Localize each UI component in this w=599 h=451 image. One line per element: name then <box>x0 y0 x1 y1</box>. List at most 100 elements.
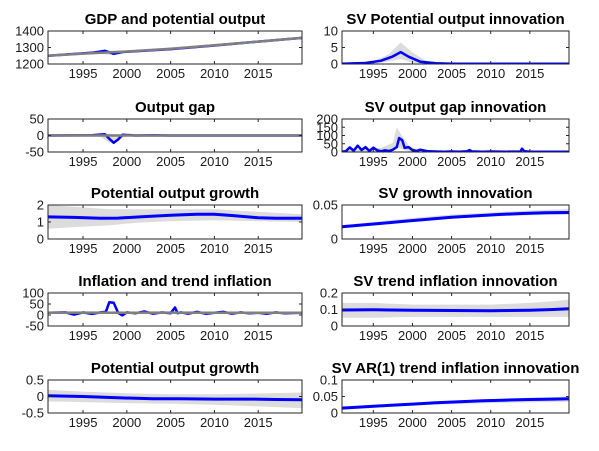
y-tick-label: 0 <box>37 389 44 404</box>
y-tick-label: -0.5 <box>22 406 44 421</box>
x-tick-label: 2000 <box>398 415 427 430</box>
x-tick-label: 2010 <box>200 415 229 430</box>
x-tick-label: 2000 <box>112 66 141 81</box>
x-tick-label: 2010 <box>200 241 229 256</box>
x-tick-label: 2000 <box>112 328 141 343</box>
axes-frame <box>341 204 570 240</box>
y-tick-label: 50 <box>30 297 44 312</box>
y-tick-label: 1 <box>37 215 44 230</box>
x-tick-label: 1995 <box>359 241 388 256</box>
x-tick-label: 2005 <box>437 154 466 169</box>
y-tick-label: 0 <box>331 406 338 421</box>
panel-title: Potential output growth <box>91 185 259 202</box>
axes-frame <box>47 292 303 327</box>
series-line-1 <box>48 212 302 220</box>
panel-title: SV Potential output innovation <box>346 11 564 28</box>
y-tick-label: -50 <box>25 145 44 160</box>
x-tick-label: 2005 <box>156 154 185 169</box>
panel-sv-ar1-trend-inflation-innovation: 1995 2000 2005 2010 2015 0 0.050.1SV AR(1) tre… <box>313 360 580 430</box>
y-tick-label: 1300 <box>15 40 44 55</box>
panel-title: Output gap <box>135 99 215 116</box>
x-tick-label: 1995 <box>359 415 388 430</box>
x-tick-label: 2010 <box>200 328 229 343</box>
x-tick-label: 2000 <box>112 154 141 169</box>
y-tick-label: 100 <box>316 128 338 143</box>
x-tick-label: 2015 <box>244 66 273 81</box>
x-tick-label: 2005 <box>156 328 185 343</box>
panel-title: SV trend inflation innovation <box>353 273 557 290</box>
panel-sv-growth-innovation: 1995 2000 2005 2010 2015 0 0.05 SV growth innov… <box>313 185 570 256</box>
panel-title: SV AR(1) trend inflation innovation <box>332 360 580 377</box>
x-tick-label: 2000 <box>398 154 427 169</box>
x-tick-label: 2000 <box>112 241 141 256</box>
y-tick-label: 50 <box>30 112 44 127</box>
y-tick-label: 0.1 <box>320 302 338 317</box>
panel-title: SV output gap innovation <box>365 99 547 116</box>
confidence-band <box>342 42 569 64</box>
confidence-band <box>342 299 569 318</box>
x-tick-label: 1995 <box>359 66 388 81</box>
series-line-1 <box>342 136 569 152</box>
x-tick-label: 2015 <box>244 415 273 430</box>
y-tick-label: 200 <box>316 112 338 127</box>
y-tick-label: 0.5 <box>26 373 44 388</box>
confidence-band <box>342 127 569 152</box>
x-tick-label: 2010 <box>200 66 229 81</box>
x-tick-label: 2005 <box>437 241 466 256</box>
y-tick-label: 1400 <box>15 24 44 39</box>
x-tick-label: 2000 <box>398 328 427 343</box>
y-tick-label: 0.05 <box>313 198 338 213</box>
confidence-band <box>48 205 302 229</box>
x-tick-label: 2015 <box>244 328 273 343</box>
panel-title: GDP and potential output <box>85 11 266 28</box>
axes-frame <box>341 30 570 65</box>
y-tick-label: 0 <box>331 145 338 160</box>
y-tick-label: 2 <box>37 198 44 213</box>
x-tick-label: 2015 <box>515 328 544 343</box>
panel-output-gap: 1995 2000 2005 2010 2015 -50 050 Output gap <box>25 99 303 169</box>
panel-potential-output-growth-2: 1995 2000 2005 2010 2015 -0.5 00.5 Potential ou… <box>22 360 303 430</box>
x-tick-label: 2015 <box>515 415 544 430</box>
y-tick-label: 50 <box>324 136 338 151</box>
x-tick-label: 1995 <box>69 415 98 430</box>
y-tick-label: 0 <box>331 57 338 72</box>
x-tick-label: 2005 <box>437 66 466 81</box>
x-tick-label: 2000 <box>398 241 427 256</box>
x-tick-label: 2005 <box>156 66 185 81</box>
x-tick-label: 2010 <box>476 328 505 343</box>
x-tick-label: 1995 <box>69 66 98 81</box>
axes-frame <box>341 379 570 414</box>
axes-frame <box>341 118 570 153</box>
x-tick-label: 1995 <box>359 328 388 343</box>
y-tick-label: -50 <box>25 319 44 334</box>
panel-potential-output-growth-1: 1995 2000 2005 2010 2015 0 1 2 Potential output … <box>37 185 303 256</box>
panel-title: Inflation and trend inflation <box>78 273 271 290</box>
x-tick-label: 2010 <box>476 415 505 430</box>
x-tick-label: 2010 <box>476 66 505 81</box>
series-line-1 <box>48 394 302 402</box>
x-tick-label: 2015 <box>515 66 544 81</box>
x-tick-label: 2015 <box>515 154 544 169</box>
y-tick-label: 10 <box>324 24 338 39</box>
x-tick-label: 1995 <box>69 241 98 256</box>
series-line-1 <box>342 307 569 313</box>
y-tick-label: 0.05 <box>313 389 338 404</box>
x-tick-label: 2005 <box>437 415 466 430</box>
panel-title: Potential output growth <box>91 360 259 377</box>
x-tick-label: 2015 <box>515 241 544 256</box>
y-tick-label: 100 <box>22 286 44 301</box>
y-tick-label: 0 <box>37 308 44 323</box>
x-tick-label: 1995 <box>69 328 98 343</box>
y-tick-label: 1200 <box>15 57 44 72</box>
y-tick-label: 0 <box>331 319 338 334</box>
x-tick-label: 2005 <box>437 328 466 343</box>
x-tick-label: 1995 <box>69 154 98 169</box>
panel-sv-trend-inflation-innovation: 1995 2000 2005 2010 2015 0 0.10.2 SV trend infl… <box>320 273 570 343</box>
x-tick-label: 2005 <box>156 415 185 430</box>
series-line-2 <box>48 36 302 58</box>
y-tick-label: 5 <box>331 40 338 55</box>
x-tick-label: 2000 <box>112 415 141 430</box>
